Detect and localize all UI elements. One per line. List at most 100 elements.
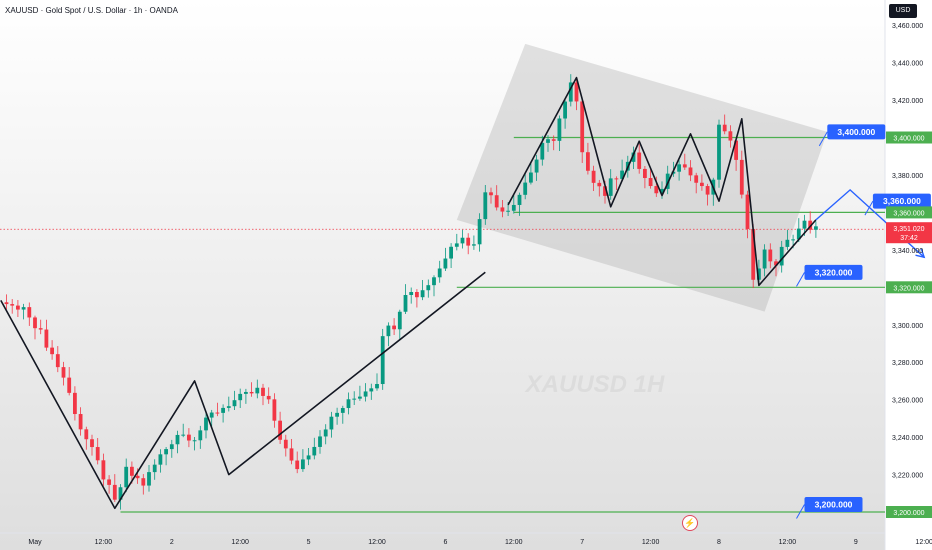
current-price-label: 3,351.020 bbox=[893, 226, 924, 233]
x-tick-label: 8 bbox=[717, 539, 721, 546]
candle bbox=[426, 279, 431, 298]
candle-body bbox=[637, 152, 642, 169]
candle bbox=[158, 449, 163, 473]
callout-label: 3,360.000 bbox=[883, 196, 921, 206]
candle-body bbox=[130, 466, 134, 476]
candle-body bbox=[677, 164, 681, 172]
lightning-icon[interactable]: ⚡ bbox=[682, 515, 698, 531]
candle-body bbox=[768, 249, 773, 262]
candle-body bbox=[751, 228, 756, 280]
candle-body bbox=[586, 152, 590, 171]
candle-body bbox=[312, 446, 317, 456]
candle-body bbox=[557, 118, 562, 141]
candle-body bbox=[494, 195, 499, 208]
candle-body bbox=[688, 167, 693, 176]
candle-body bbox=[346, 399, 351, 409]
callout-box bbox=[804, 497, 863, 513]
candle bbox=[152, 459, 157, 480]
candle bbox=[466, 233, 471, 255]
callout-box bbox=[804, 264, 863, 280]
candle-body bbox=[55, 354, 60, 368]
candle bbox=[677, 160, 681, 181]
candle bbox=[318, 430, 322, 454]
candle-body bbox=[352, 398, 357, 400]
candle bbox=[67, 367, 72, 396]
symbol-header[interactable]: XAUUSD · Gold Spot / U.S. Dollar · 1h · … bbox=[5, 6, 178, 15]
candle-body bbox=[78, 414, 83, 430]
candle-body bbox=[791, 239, 795, 241]
candle-body bbox=[238, 393, 243, 401]
x-tick-label: 5 bbox=[307, 539, 311, 546]
candle-body bbox=[244, 391, 248, 394]
candle bbox=[175, 430, 180, 454]
candle-body bbox=[534, 159, 539, 173]
candle-body bbox=[420, 290, 425, 298]
candle-body bbox=[546, 139, 550, 143]
candle-body bbox=[90, 439, 94, 448]
candle bbox=[551, 135, 556, 151]
candle bbox=[363, 383, 368, 402]
candle bbox=[141, 474, 146, 495]
candle bbox=[78, 407, 83, 436]
candle-body bbox=[340, 408, 345, 413]
candle-body bbox=[141, 478, 146, 486]
current-price-badge bbox=[886, 222, 932, 244]
candle bbox=[568, 74, 573, 107]
candle-body bbox=[101, 460, 106, 480]
candle bbox=[420, 279, 425, 301]
candle bbox=[33, 315, 37, 340]
candle bbox=[358, 385, 362, 401]
candle bbox=[722, 114, 727, 135]
candle bbox=[580, 99, 585, 163]
candle bbox=[112, 474, 117, 502]
candle-body bbox=[289, 448, 294, 461]
candle-body bbox=[762, 249, 767, 269]
candle-body bbox=[266, 395, 271, 400]
candle-body bbox=[369, 388, 374, 392]
candle-body bbox=[226, 406, 231, 408]
candle-body bbox=[198, 430, 203, 441]
candle-body bbox=[529, 172, 533, 183]
candle-body bbox=[50, 347, 54, 355]
candle bbox=[10, 299, 15, 314]
candle bbox=[335, 407, 339, 425]
candle bbox=[694, 172, 699, 194]
swing-trend-line bbox=[507, 76, 817, 287]
candle-body bbox=[261, 387, 265, 396]
symbol-description: Gold Spot / U.S. Dollar bbox=[45, 6, 127, 15]
candle-body bbox=[380, 336, 385, 385]
candle bbox=[597, 179, 602, 197]
currency-button[interactable]: USD bbox=[889, 4, 917, 18]
candle-body bbox=[403, 295, 408, 312]
candle bbox=[272, 393, 277, 428]
candle bbox=[215, 402, 220, 417]
candle bbox=[84, 426, 89, 450]
callout-label: 3,400.000 bbox=[837, 127, 875, 137]
candle-body bbox=[705, 186, 710, 195]
candle bbox=[682, 153, 687, 170]
candle bbox=[124, 458, 129, 493]
candle bbox=[534, 154, 539, 181]
candle-body bbox=[454, 243, 459, 247]
level-badge-label: 3,200.000 bbox=[893, 510, 924, 517]
candle-body bbox=[648, 178, 653, 187]
candle-body bbox=[631, 152, 636, 162]
candle-body bbox=[722, 124, 727, 132]
candle-body bbox=[506, 210, 510, 212]
candle-body bbox=[169, 444, 174, 450]
candle-body bbox=[295, 460, 300, 470]
candle-body bbox=[147, 472, 151, 486]
x-tick-label: May bbox=[28, 539, 42, 546]
candle bbox=[500, 199, 505, 218]
callout-label: 3,320.000 bbox=[815, 267, 853, 277]
candle-body bbox=[500, 207, 505, 212]
candle bbox=[700, 174, 704, 191]
candle bbox=[637, 144, 642, 174]
candle bbox=[574, 78, 579, 111]
price-callout: 3,200.000 bbox=[796, 497, 863, 519]
callout-label: 3,200.000 bbox=[815, 500, 853, 510]
y-tick-label: 3,460.000 bbox=[892, 23, 923, 30]
